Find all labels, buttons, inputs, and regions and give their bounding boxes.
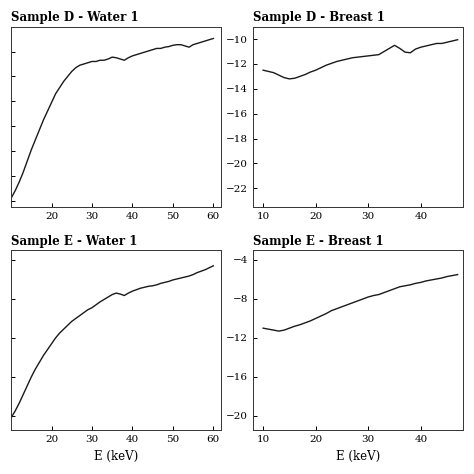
Text: Sample D - Water 1: Sample D - Water 1 <box>11 11 139 24</box>
Text: Sample E - Water 1: Sample E - Water 1 <box>11 235 137 248</box>
X-axis label: E (keV): E (keV) <box>336 450 380 463</box>
X-axis label: E (keV): E (keV) <box>94 450 138 463</box>
Text: Sample E - Breast 1: Sample E - Breast 1 <box>253 235 383 248</box>
Text: Sample D - Breast 1: Sample D - Breast 1 <box>253 11 384 24</box>
